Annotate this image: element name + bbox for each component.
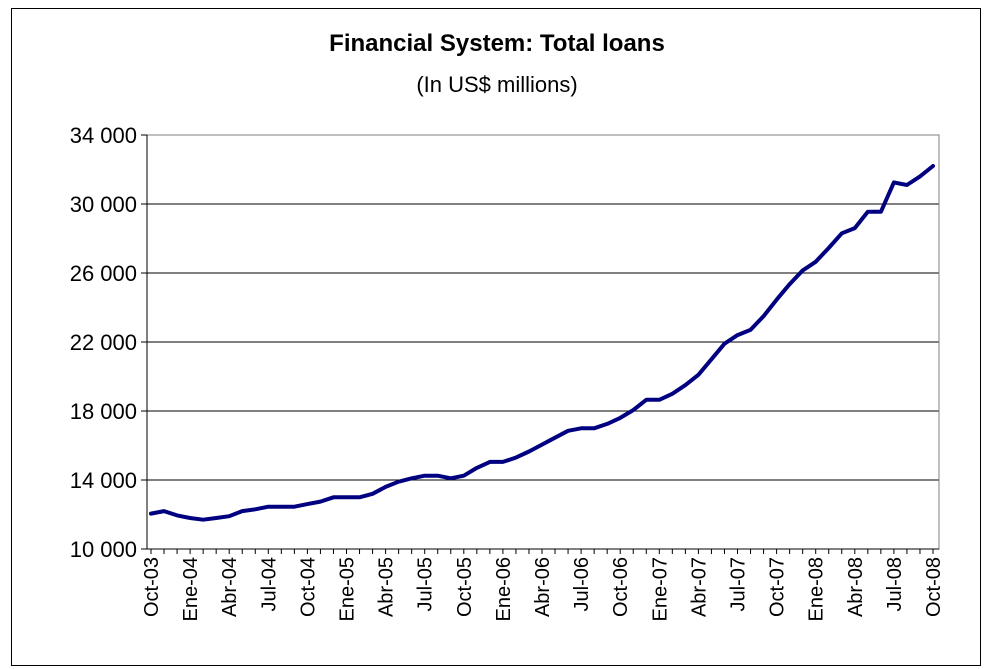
- data-point: [840, 231, 844, 235]
- data-point: [188, 516, 192, 520]
- data-point: [344, 495, 349, 499]
- data-point: [553, 436, 557, 440]
- data-point: [657, 398, 661, 402]
- data-point: [618, 416, 622, 420]
- y-tick-label: 34 000: [70, 123, 137, 148]
- chart-subtitle: (In US$ millions): [416, 72, 578, 97]
- data-point: [201, 518, 205, 522]
- axes: [141, 134, 939, 554]
- data-point: [423, 474, 427, 478]
- data-point: [683, 383, 687, 387]
- y-axis-tick-labels: 10 000 14 000 18 000 22 000 26 000 30 000 34 0…: [70, 123, 137, 562]
- data-point: [722, 342, 727, 346]
- x-tick-label: Oct-08: [923, 557, 945, 617]
- data-point: [670, 392, 674, 396]
- y-tick-label: 18 000: [70, 399, 137, 424]
- x-tick-label: Jul-07: [728, 557, 750, 611]
- data-point: [305, 502, 309, 506]
- data-point: [462, 474, 466, 478]
- series-line: [149, 164, 935, 522]
- y-tick-label: 22 000: [70, 330, 137, 355]
- data-point: [175, 513, 179, 517]
- data-point: [214, 516, 218, 520]
- data-point: [540, 443, 544, 447]
- x-tick-label: Abr-07: [688, 557, 710, 617]
- data-point: [162, 509, 166, 513]
- data-point: [566, 429, 570, 433]
- data-point: [579, 426, 583, 430]
- data-point: [149, 512, 153, 516]
- data-point: [879, 210, 883, 214]
- y-tick-label: 26 000: [70, 261, 137, 286]
- x-tick-label: Ene-04: [180, 557, 202, 622]
- data-point: [397, 480, 401, 484]
- data-point: [253, 507, 257, 511]
- data-point: [735, 333, 740, 337]
- x-tick-label: Ene-08: [806, 557, 828, 622]
- data-point: [436, 474, 440, 478]
- data-point: [905, 183, 909, 187]
- chart-frame: [11, 8, 981, 666]
- data-point: [592, 426, 596, 430]
- data-point: [788, 282, 792, 286]
- data-point: [853, 226, 857, 230]
- data-point: [644, 398, 648, 402]
- x-tick-label: Abr-05: [376, 557, 398, 617]
- data-point: [748, 328, 753, 332]
- data-point: [266, 505, 270, 509]
- data-point: [709, 357, 714, 361]
- x-tick-label: Ene-06: [493, 557, 515, 622]
- x-tick-label: Ene-07: [649, 557, 671, 622]
- gridlines: [147, 134, 939, 481]
- data-point: [814, 260, 818, 264]
- x-tick-label: Oct-06: [610, 557, 632, 617]
- x-tick-label: Abr-08: [845, 557, 867, 617]
- y-tick-label: 10 000: [70, 537, 137, 562]
- data-point: [514, 455, 518, 460]
- data-point: [227, 514, 231, 518]
- data-point: [631, 408, 635, 412]
- data-point: [775, 298, 779, 302]
- series-layer: [149, 164, 935, 522]
- x-tick-label: Jul-04: [258, 557, 280, 611]
- data-point: [866, 210, 870, 214]
- data-point: [488, 460, 492, 464]
- x-tick-label: Jul-06: [571, 557, 593, 611]
- data-point: [449, 476, 453, 480]
- data-point: [761, 314, 766, 318]
- data-point: [357, 495, 362, 499]
- data-point: [931, 164, 935, 168]
- y-tick-label: 30 000: [70, 192, 137, 217]
- data-point: [410, 476, 414, 480]
- data-point: [292, 505, 296, 509]
- data-point: [475, 466, 479, 470]
- data-point: [370, 492, 375, 496]
- x-tick-label: Oct-03: [141, 557, 163, 617]
- data-point: [892, 180, 896, 185]
- data-point: [331, 495, 336, 499]
- data-point: [696, 373, 701, 377]
- x-tick-label: Ene-05: [337, 557, 359, 622]
- x-axis-tick-labels: Oct-03 Ene-04 Abr-04 Jul-04 Oct-04 Ene-05 Abr-…: [141, 557, 945, 622]
- chart-title: Financial System: Total loans: [329, 30, 665, 57]
- data-point: [279, 505, 283, 509]
- data-point: [827, 246, 831, 250]
- data-point: [527, 449, 531, 454]
- data-point: [918, 174, 922, 178]
- data-point: [240, 509, 244, 513]
- x-tick-label: Oct-07: [767, 557, 789, 617]
- data-point: [605, 422, 609, 426]
- data-point: [384, 485, 388, 489]
- data-point: [501, 460, 505, 464]
- x-tick-label: Abr-04: [219, 557, 241, 617]
- x-tick-label: Oct-04: [297, 557, 319, 617]
- x-tick-label: Oct-05: [454, 557, 476, 617]
- x-tick-label: Jul-08: [884, 557, 906, 611]
- y-tick-label: 14 000: [70, 468, 137, 493]
- x-tick-label: Abr-06: [532, 557, 554, 617]
- x-tick-label: Jul-05: [415, 557, 437, 611]
- data-point: [801, 268, 805, 273]
- data-point: [318, 499, 323, 504]
